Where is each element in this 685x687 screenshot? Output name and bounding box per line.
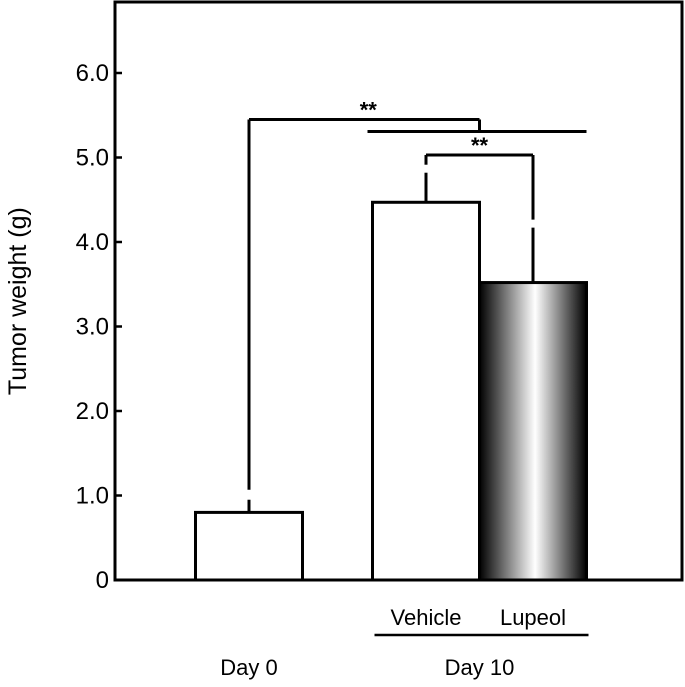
- y-axis-label: Tumor weight (g): [4, 207, 32, 395]
- y-tick-label: 5.0: [76, 145, 109, 172]
- bar-day-0: [194, 510, 304, 582]
- x-group-label: Day 10: [445, 655, 515, 680]
- y-tick-label: 6.0: [76, 60, 109, 87]
- y-tick-label: 2.0: [76, 398, 109, 425]
- y-tick-label: 4.0: [76, 229, 109, 256]
- x-sublabel: Lupeol: [500, 605, 566, 630]
- sig-label: **: [360, 97, 378, 122]
- y-tick-label: 1.0: [76, 483, 109, 510]
- y-tick-label: 3.0: [76, 314, 109, 341]
- x-group-label: Day 0: [220, 655, 277, 680]
- bar-lupeol: [478, 281, 588, 582]
- bar-vehicle: [371, 200, 481, 582]
- sig-label: **: [471, 133, 489, 158]
- x-sublabel: Vehicle: [391, 605, 462, 630]
- y-tick-label: 0: [96, 567, 109, 594]
